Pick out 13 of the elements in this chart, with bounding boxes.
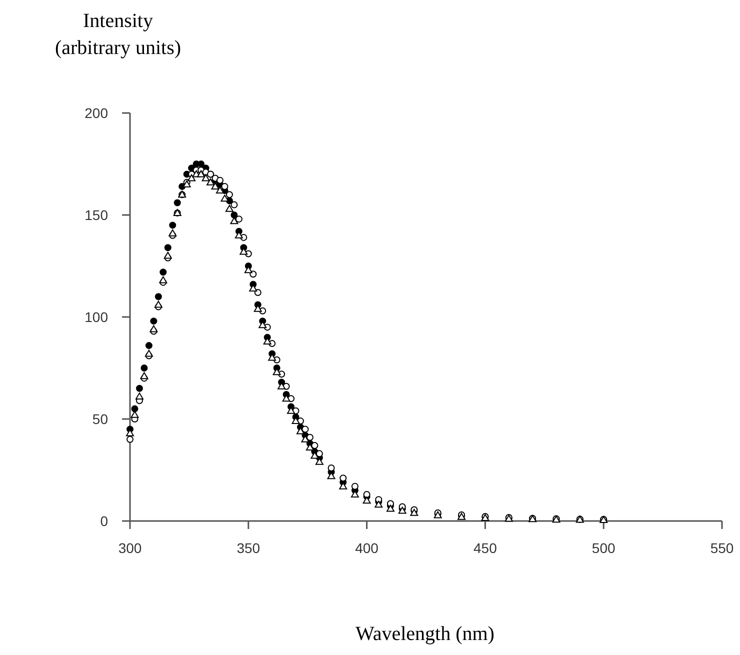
y-tick-label: 50 [92, 411, 108, 427]
x-tick-label: 500 [592, 540, 616, 556]
x-tick-label: 550 [710, 540, 734, 556]
x-tick-label: 450 [474, 540, 498, 556]
y-tick-label: 100 [84, 309, 108, 325]
x-tick-label: 400 [355, 540, 379, 556]
x-axis-title: Wavelength (nm) [356, 623, 494, 645]
x-tick-label: 300 [118, 540, 142, 556]
y-tick-label: 150 [84, 207, 108, 223]
y-tick-label: 0 [100, 513, 108, 529]
y-tick-label: 200 [84, 105, 108, 121]
x-tick-label: 350 [236, 540, 260, 556]
y-axis-title: Intensity (arbitrary units) [54, 10, 182, 59]
